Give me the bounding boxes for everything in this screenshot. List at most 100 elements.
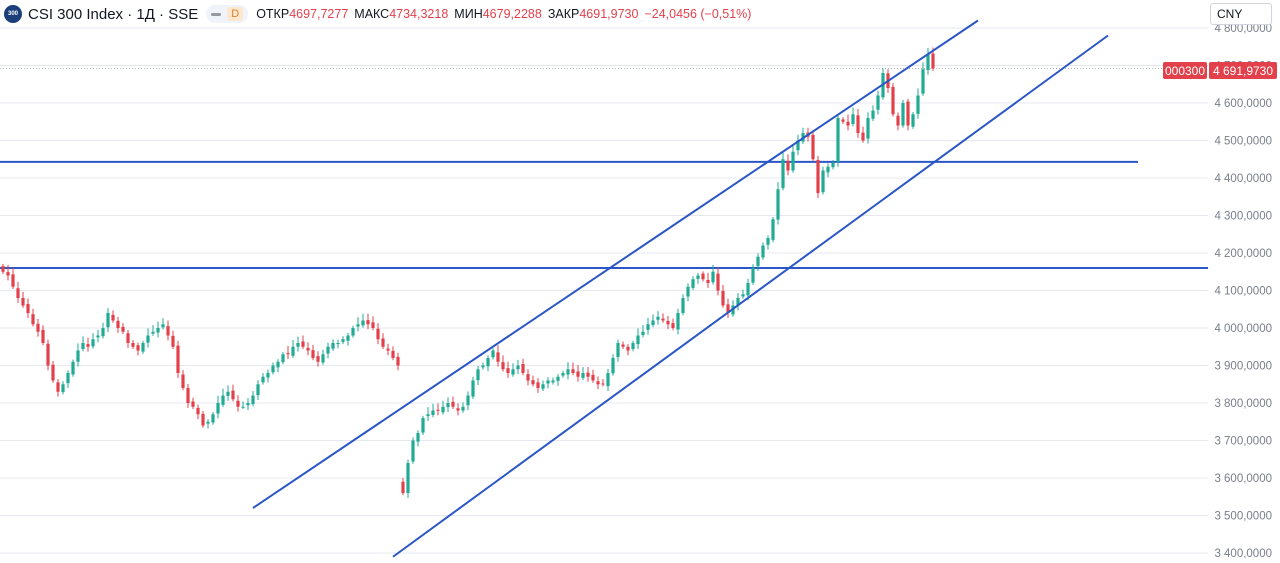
candle bbox=[421, 415, 425, 435]
candle bbox=[671, 318, 675, 331]
candle bbox=[871, 105, 875, 121]
candle bbox=[781, 152, 785, 191]
candle bbox=[211, 412, 215, 425]
candle bbox=[71, 359, 75, 377]
candle bbox=[441, 400, 445, 415]
candle bbox=[661, 313, 665, 323]
candle bbox=[526, 369, 530, 386]
candle bbox=[46, 339, 50, 371]
symbol-title[interactable]: CSI 300 Index · 1Д · SSE bbox=[28, 5, 199, 23]
candle bbox=[321, 349, 325, 365]
y-tick-label: 4 500,0000 bbox=[1214, 136, 1272, 148]
candle bbox=[281, 352, 285, 365]
ohlc-values: ОТКР 4697,7277 МАКС 4734,3218 МИН 4679,2… bbox=[256, 7, 751, 21]
candle bbox=[916, 88, 920, 119]
candle bbox=[651, 314, 655, 328]
y-tick-label: 3 900,0000 bbox=[1214, 361, 1272, 373]
candle bbox=[771, 217, 775, 243]
candle bbox=[606, 368, 610, 391]
candle bbox=[161, 318, 165, 330]
candle bbox=[726, 298, 730, 318]
candle bbox=[251, 391, 255, 407]
candle bbox=[701, 271, 705, 282]
y-tick-label: 4 600,0000 bbox=[1214, 98, 1272, 110]
candle bbox=[911, 112, 915, 129]
candle bbox=[811, 130, 815, 162]
change-value: −24,0456 (−0,51%) bbox=[644, 7, 752, 21]
candle bbox=[501, 355, 505, 372]
candle bbox=[156, 321, 160, 338]
candle bbox=[646, 317, 650, 335]
candle bbox=[316, 351, 320, 367]
candle bbox=[176, 340, 180, 378]
candle bbox=[181, 370, 185, 391]
candle bbox=[486, 355, 490, 372]
open-value: 4697,7277 bbox=[289, 7, 349, 21]
candle bbox=[106, 308, 110, 333]
y-tick-label: 4 300,0000 bbox=[1214, 211, 1272, 223]
candle bbox=[496, 345, 500, 367]
candle bbox=[66, 370, 70, 388]
currency-label: CNY bbox=[1217, 7, 1243, 21]
candle bbox=[121, 323, 125, 334]
candle bbox=[901, 100, 905, 128]
candle bbox=[306, 342, 310, 356]
candle bbox=[81, 336, 85, 352]
candle bbox=[786, 154, 790, 176]
trend-channel-lower bbox=[392, 34, 1109, 558]
candle bbox=[626, 344, 630, 356]
candle bbox=[11, 267, 15, 289]
candle bbox=[201, 410, 205, 428]
last-price-tag: 4 691,9730 bbox=[1209, 62, 1277, 79]
candle bbox=[516, 359, 520, 375]
candle bbox=[631, 340, 635, 352]
candle bbox=[591, 369, 595, 383]
candle bbox=[356, 317, 360, 332]
candle bbox=[611, 354, 615, 376]
candle bbox=[471, 376, 475, 399]
candle bbox=[91, 333, 95, 349]
candle bbox=[841, 117, 845, 124]
candle bbox=[861, 126, 865, 143]
candle bbox=[676, 308, 680, 335]
candle bbox=[566, 362, 570, 380]
candle bbox=[721, 284, 725, 308]
candle bbox=[876, 90, 880, 115]
candle bbox=[906, 98, 910, 131]
market-status-pill[interactable]: D bbox=[206, 5, 249, 23]
candle bbox=[711, 265, 715, 285]
candle bbox=[561, 370, 565, 378]
candle bbox=[796, 134, 800, 156]
candle bbox=[866, 112, 870, 144]
candle bbox=[51, 361, 55, 383]
candle bbox=[926, 47, 930, 75]
y-tick-label: 4 100,0000 bbox=[1214, 286, 1272, 298]
candle bbox=[896, 112, 900, 131]
candle bbox=[741, 289, 745, 299]
low-label: МИН bbox=[454, 7, 483, 21]
candle bbox=[196, 404, 200, 420]
candle bbox=[101, 322, 105, 339]
candle bbox=[41, 325, 45, 346]
candle bbox=[381, 333, 385, 349]
candle bbox=[751, 264, 755, 285]
candle bbox=[376, 323, 380, 345]
y-tick-label: 3 800,0000 bbox=[1214, 398, 1272, 410]
currency-selector[interactable]: CNY bbox=[1210, 3, 1272, 25]
y-tick-label: 3 400,0000 bbox=[1214, 548, 1272, 558]
candle bbox=[616, 339, 620, 362]
candle bbox=[36, 319, 40, 337]
candle bbox=[831, 160, 835, 170]
candle bbox=[371, 316, 375, 331]
candle bbox=[431, 403, 435, 418]
candle bbox=[451, 396, 455, 409]
candle bbox=[586, 367, 590, 382]
candle bbox=[16, 281, 20, 303]
candle bbox=[791, 145, 795, 173]
candle bbox=[216, 395, 220, 419]
high-label: МАКС bbox=[354, 7, 390, 21]
y-tick-label: 3 700,0000 bbox=[1214, 436, 1272, 448]
candle bbox=[656, 311, 660, 325]
